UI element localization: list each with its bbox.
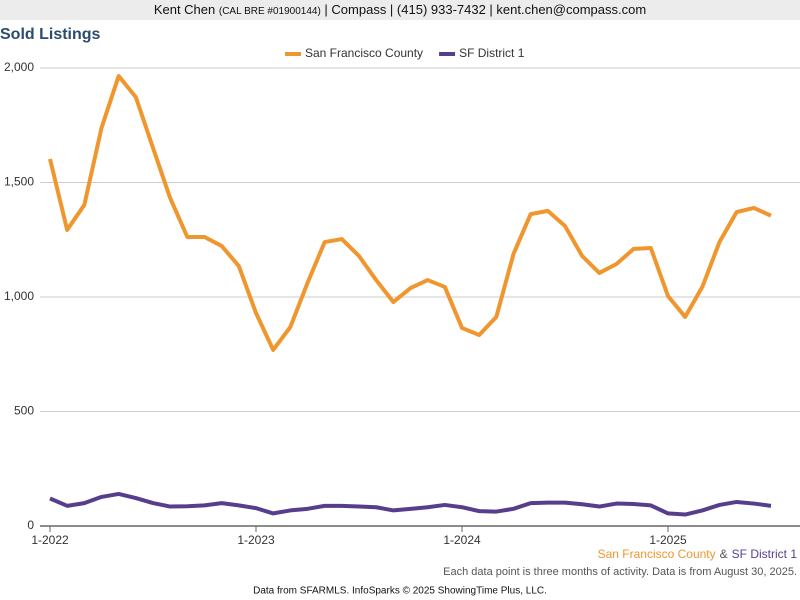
y-tick-label: 500: [14, 404, 34, 418]
header: Kent Chen (CAL BRE #01900144) | Compass …: [0, 0, 800, 20]
series-line: [48, 74, 772, 352]
license: (CAL BRE #01900144): [218, 6, 321, 17]
footer: Data from SFARMLS. InfoSparks © 2025 Sho…: [253, 586, 547, 597]
x-tick-label: 1-2023: [237, 533, 275, 547]
legend-label: SF District 1: [459, 46, 525, 60]
caption-series: San Francisco County: [598, 547, 716, 561]
caption-separator: &: [720, 547, 728, 561]
y-tick-label: 1,500: [4, 175, 34, 189]
x-tick-label: 1-2022: [31, 533, 69, 547]
agent-name: Kent Chen: [153, 2, 216, 17]
series-line: [49, 491, 772, 517]
x-tick-label: 1-2024: [443, 533, 481, 547]
note: Each data point is three months of activ…: [443, 566, 797, 578]
x-tick-label: 1-2025: [649, 533, 687, 547]
y-tick-label: 1,000: [4, 289, 34, 303]
series-caption: San Francisco County & SF District 1: [598, 547, 798, 561]
contact: | Compass | (415) 933-7432 | kent.chen@c…: [324, 2, 647, 17]
caption-series: SF District 1: [732, 547, 798, 561]
chart-title: Sold Listings: [0, 26, 101, 43]
y-tick-label: 2,000: [4, 60, 34, 74]
y-tick-label: 0: [27, 518, 34, 532]
legend-label: San Francisco County: [305, 46, 423, 60]
